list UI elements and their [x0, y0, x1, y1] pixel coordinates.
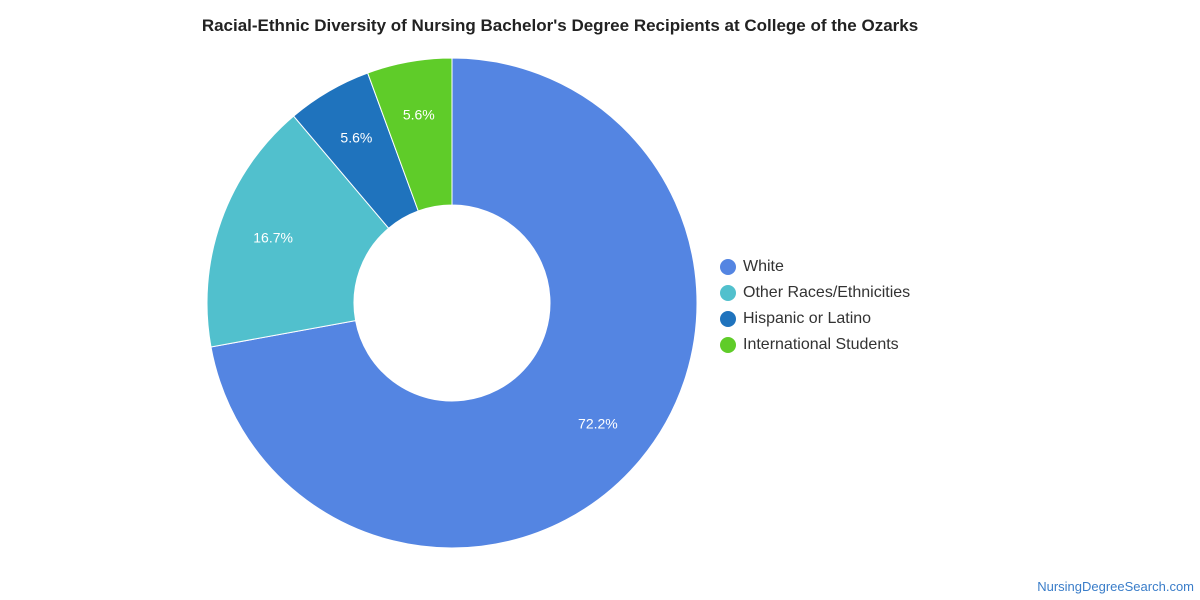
legend-label: Other Races/Ethnicities — [743, 284, 911, 301]
slice-other-races-ethnicities[interactable] — [206, 115, 390, 348]
legend-item-other-races-ethnicities[interactable]: Other Races/Ethnicities — [720, 280, 910, 306]
slice-labels-group: 72.2% 16.7% 5.6% 5.6% — [253, 107, 618, 432]
slice-label-hispanic-or-latino: 5.6% — [340, 130, 372, 146]
chart-title: Racial-Ethnic Diversity of Nursing Bache… — [201, 16, 919, 35]
site-credit-link[interactable]: NursingDegreeSearch.com — [1037, 579, 1194, 594]
legend-swatch-white — [720, 259, 736, 275]
slice-white[interactable] — [210, 57, 698, 549]
legend-item-white[interactable]: White — [720, 254, 910, 280]
slices-group — [206, 57, 698, 549]
slice-international-students[interactable] — [367, 57, 453, 212]
legend: White Other Races/Ethnicities Hispanic or … — [720, 254, 910, 358]
legend-swatch-hispanic-or-latino — [720, 311, 736, 327]
legend-label: Hispanic or Latino — [743, 310, 872, 327]
legend-swatch-international-students — [720, 337, 736, 353]
slice-label-white: 72.2% — [578, 415, 618, 431]
slice-label-international-students: 5.6% — [403, 107, 435, 123]
legend-item-international-students[interactable]: International Students — [720, 332, 910, 358]
legend-swatch-other-races-ethnicities — [720, 285, 736, 301]
legend-item-hispanic-or-latino[interactable]: Hispanic or Latino — [720, 306, 910, 332]
slice-label-other-races-ethnicities: 16.7% — [253, 230, 293, 246]
legend-label: International Students — [743, 336, 899, 353]
legend-label: White — [743, 258, 784, 275]
